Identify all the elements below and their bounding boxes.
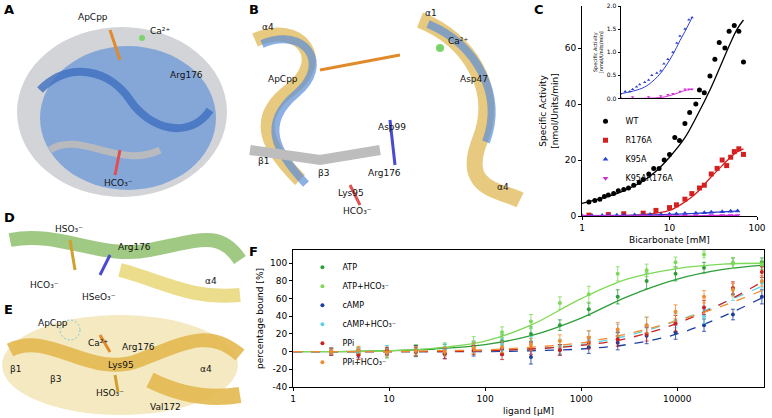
svg-text:R176A: R176A bbox=[626, 136, 653, 145]
svg-text:HCO₃⁻: HCO₃⁻ bbox=[104, 178, 133, 188]
svg-text:Ca²⁺: Ca²⁺ bbox=[448, 36, 468, 46]
svg-text:60: 60 bbox=[565, 43, 577, 53]
svg-text:80: 80 bbox=[276, 276, 288, 286]
svg-text:1000: 1000 bbox=[570, 394, 593, 404]
svg-text:PPi+HCO₃⁻: PPi+HCO₃⁻ bbox=[342, 358, 386, 367]
svg-text:40: 40 bbox=[276, 311, 288, 321]
svg-text:1: 1 bbox=[579, 223, 585, 233]
svg-text:K95A: K95A bbox=[626, 155, 647, 164]
svg-text:Arg176: Arg176 bbox=[122, 342, 155, 352]
svg-text:Val172: Val172 bbox=[150, 402, 181, 412]
svg-text:Asp99: Asp99 bbox=[378, 122, 406, 132]
svg-text:HSO₃⁻: HSO₃⁻ bbox=[96, 388, 124, 398]
svg-text:percentage bound [%]: percentage bound [%] bbox=[255, 268, 265, 369]
svg-text:ATP+HCO₃⁻: ATP+HCO₃⁻ bbox=[342, 282, 389, 291]
svg-text:cAMP+HCO₃⁻: cAMP+HCO₃⁻ bbox=[342, 320, 396, 329]
svg-text:1.5: 1.5 bbox=[607, 25, 617, 32]
svg-text:D: D bbox=[4, 210, 15, 225]
svg-text:ApCpp: ApCpp bbox=[268, 74, 298, 84]
svg-text:A: A bbox=[4, 2, 14, 17]
svg-text:100: 100 bbox=[270, 258, 287, 268]
svg-text:Arg176: Arg176 bbox=[118, 242, 151, 252]
svg-text:20: 20 bbox=[565, 155, 577, 165]
svg-text:B: B bbox=[249, 2, 259, 17]
svg-text:ligand [µM]: ligand [µM] bbox=[503, 406, 554, 416]
svg-text:ApCpp: ApCpp bbox=[78, 12, 108, 22]
svg-text:Specific Activity[nmol/Units/m: Specific Activity[nmol/Units/min] bbox=[592, 31, 605, 73]
svg-text:Specific Activity[nmol/Units/m: Specific Activity[nmol/Units/min] bbox=[538, 73, 560, 149]
svg-text:HSO₃⁻: HSO₃⁻ bbox=[55, 224, 83, 234]
svg-text:10: 10 bbox=[383, 394, 395, 404]
svg-text:0: 0 bbox=[570, 211, 576, 221]
svg-text:Ca²⁺: Ca²⁺ bbox=[150, 26, 170, 36]
svg-text:10: 10 bbox=[664, 223, 676, 233]
svg-text:cAMP: cAMP bbox=[342, 301, 364, 310]
svg-text:Asp47: Asp47 bbox=[460, 74, 488, 84]
svg-text:Lys95: Lys95 bbox=[338, 188, 364, 198]
svg-text:α1: α1 bbox=[425, 8, 437, 18]
svg-text:β1: β1 bbox=[10, 364, 21, 374]
svg-text:Bicarbonate [mM]: Bicarbonate [mM] bbox=[629, 235, 710, 245]
svg-text:α4: α4 bbox=[262, 22, 274, 32]
svg-text:α4: α4 bbox=[200, 364, 212, 374]
svg-text:100: 100 bbox=[748, 223, 765, 233]
svg-text:PPi: PPi bbox=[342, 339, 354, 348]
svg-text:-40: -40 bbox=[272, 382, 287, 392]
svg-text:10000: 10000 bbox=[663, 394, 692, 404]
svg-text:Arg176: Arg176 bbox=[170, 70, 203, 80]
svg-text:E: E bbox=[4, 302, 13, 317]
svg-text:40: 40 bbox=[565, 99, 577, 109]
svg-text:-20: -20 bbox=[272, 364, 287, 374]
svg-text:1.0: 1.0 bbox=[607, 48, 617, 55]
svg-text:β1: β1 bbox=[258, 156, 269, 166]
svg-text:2.0: 2.0 bbox=[607, 2, 617, 9]
svg-text:Lys95: Lys95 bbox=[108, 360, 134, 370]
svg-text:1: 1 bbox=[290, 394, 296, 404]
svg-text:100: 100 bbox=[477, 394, 494, 404]
svg-text:ATP: ATP bbox=[342, 263, 357, 272]
svg-text:WT: WT bbox=[626, 117, 639, 126]
svg-text:20: 20 bbox=[276, 329, 288, 339]
svg-text:HCO₃⁻: HCO₃⁻ bbox=[343, 206, 372, 216]
svg-text:K95AR176A: K95AR176A bbox=[626, 174, 674, 183]
svg-text:Arg176: Arg176 bbox=[368, 168, 401, 178]
svg-text:60: 60 bbox=[276, 294, 288, 304]
svg-text:ApCpp: ApCpp bbox=[38, 318, 68, 328]
svg-text:α4: α4 bbox=[205, 276, 217, 286]
svg-text:HSeO₃⁻: HSeO₃⁻ bbox=[82, 292, 116, 302]
svg-text:Ca²⁺: Ca²⁺ bbox=[88, 338, 108, 348]
svg-text:0: 0 bbox=[281, 347, 287, 357]
svg-text:α4: α4 bbox=[497, 182, 509, 192]
svg-text:F: F bbox=[249, 244, 258, 259]
svg-text:β3: β3 bbox=[50, 374, 61, 384]
svg-text:0.0: 0.0 bbox=[607, 95, 617, 102]
svg-text:β3: β3 bbox=[318, 168, 329, 178]
svg-text:0.5: 0.5 bbox=[607, 71, 617, 78]
svg-text:HCO₃⁻: HCO₃⁻ bbox=[30, 280, 59, 290]
svg-text:C: C bbox=[534, 2, 544, 17]
